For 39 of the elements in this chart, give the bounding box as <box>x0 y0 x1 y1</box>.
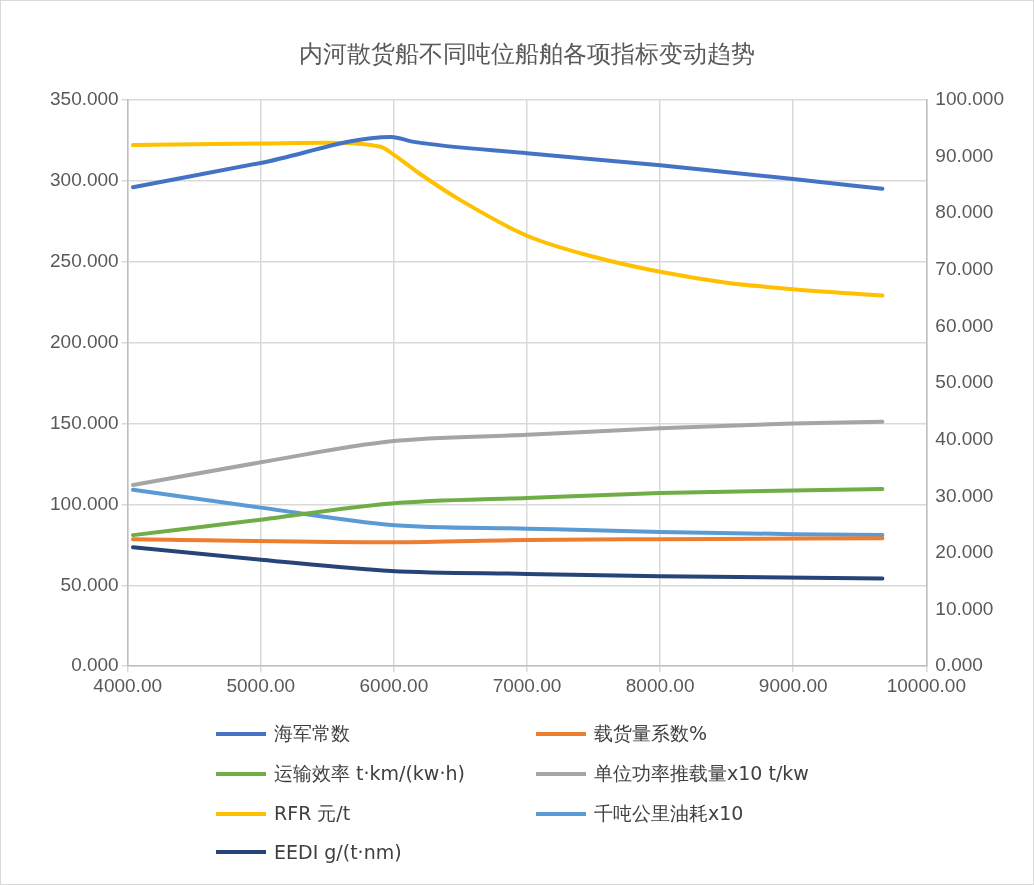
legend-label: 运输效率 t·km/(kw·h) <box>274 761 465 786</box>
legend-label: RFR 元/t <box>274 801 351 826</box>
x-tick-label: 10000.00 <box>886 674 966 696</box>
x-tick-label: 5000.00 <box>226 674 296 696</box>
y-tick-label: 250.000 <box>49 249 119 271</box>
y2-tick-label: 10.000 <box>935 597 994 619</box>
x-tick-label: 9000.00 <box>758 674 828 696</box>
legend-label: 载货量系数% <box>594 721 708 746</box>
legend-label: 单位功率推载量x10 t/kw <box>594 761 809 786</box>
y2-tick-label: 90.000 <box>935 144 994 166</box>
y2-tick-label: 70.000 <box>935 257 994 279</box>
y2-tick-label: 30.000 <box>935 484 994 506</box>
line-series <box>131 487 885 538</box>
line-series <box>131 140 885 298</box>
line-series <box>131 545 885 581</box>
y-tick-label: 100.000 <box>49 492 119 514</box>
x-tick-label: 7000.00 <box>492 674 562 696</box>
x-tick-label: 6000.00 <box>359 674 429 696</box>
chart-title: 内河散货船不同吨位船舶各项指标变动趋势 <box>299 39 755 68</box>
y-tick-label: 0.000 <box>71 654 119 676</box>
y2-tick-label: 40.000 <box>935 427 994 449</box>
y2-tick-label: 100.000 <box>935 88 1005 110</box>
x-tick-label: 4000.00 <box>93 674 163 696</box>
y2-tick-label: 60.000 <box>935 314 994 336</box>
x-tick-label: 8000.00 <box>625 674 695 696</box>
line-series <box>131 419 885 487</box>
legend-label: 海军常数 <box>274 721 350 746</box>
y-tick-label: 350.000 <box>49 88 119 110</box>
y-tick-label: 200.000 <box>49 330 119 352</box>
y2-tick-label: 50.000 <box>935 371 994 393</box>
y2-tick-label: 0.000 <box>935 654 983 676</box>
legend-label: 千吨公里油耗x10 <box>594 801 744 826</box>
line-series <box>131 135 885 191</box>
legend-label: EEDI g/(t·nm) <box>274 841 402 863</box>
y-tick-label: 300.000 <box>49 168 119 190</box>
y2-tick-label: 20.000 <box>935 541 994 563</box>
y-tick-label: 150.000 <box>49 411 119 433</box>
y-tick-label: 50.000 <box>60 573 119 595</box>
y2-tick-label: 80.000 <box>935 201 994 223</box>
